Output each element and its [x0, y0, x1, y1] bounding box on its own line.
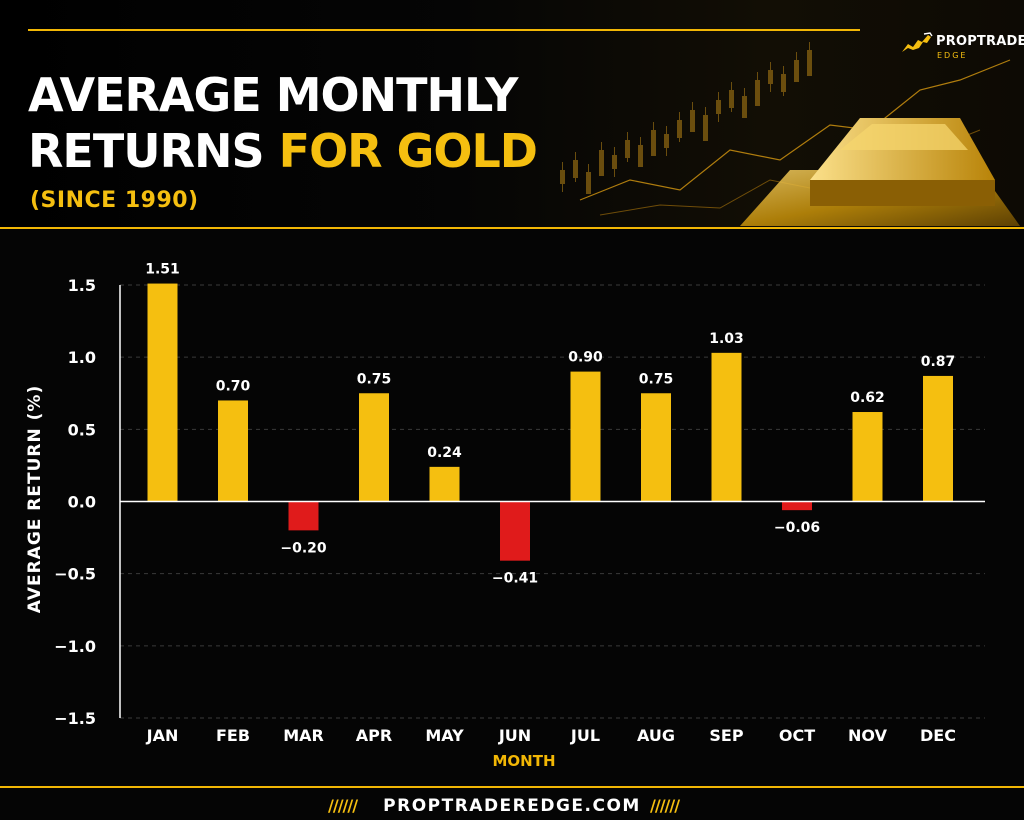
bull-icon	[902, 32, 933, 52]
y-tick-label: 1.0	[68, 348, 96, 367]
brand-logo: PROPTRADER EDGE	[900, 30, 1024, 70]
data-label: 0.62	[850, 390, 885, 406]
y-tick-label: 0.0	[68, 493, 96, 512]
y-tick-label: 1.5	[68, 276, 96, 295]
header-divider	[0, 227, 1024, 229]
data-label: 0.70	[216, 378, 251, 394]
x-tick-label: JUL	[570, 726, 600, 745]
x-axis-title: MONTH	[492, 752, 555, 770]
x-tick-label: JUN	[498, 726, 531, 745]
data-label: −0.41	[492, 571, 538, 587]
x-tick-label: MAR	[283, 726, 324, 745]
logo-subtitle: EDGE	[937, 51, 968, 60]
footer-divider	[0, 786, 1024, 788]
bar-mar	[288, 501, 319, 531]
x-tick-label: FEB	[216, 726, 250, 745]
x-tick-label: SEP	[709, 726, 743, 745]
y-tick-label: 0.5	[68, 420, 96, 439]
page-title-line-1: AVERAGE MONTHLY	[28, 68, 518, 122]
bar-may	[429, 466, 460, 502]
footer-decoration-left: //////	[328, 796, 358, 815]
data-label: 1.03	[709, 331, 744, 347]
data-label: 0.90	[568, 350, 603, 366]
y-axis-title: AVERAGE RETURN (%)	[25, 385, 45, 613]
y-tick-label: −0.5	[54, 565, 96, 584]
bar-jun	[500, 501, 530, 561]
page-title-white-part: RETURNS	[28, 124, 279, 178]
bar-jan	[147, 283, 178, 502]
bar-sep	[711, 352, 742, 502]
bar-chart: 1.5 1.0 0.5 0.0 −0.5 −1.0 −1.5 1.51 JAN 0.70 FEB −0…	[25, 262, 985, 770]
bar-oct	[782, 501, 812, 511]
x-tick-label: APR	[356, 726, 392, 745]
bar-feb	[218, 400, 248, 502]
x-tick-label: JAN	[146, 726, 179, 745]
footer-decoration-right: //////	[650, 796, 680, 815]
x-tick-label: OCT	[779, 726, 815, 745]
data-label: −0.06	[774, 520, 820, 536]
data-label: 0.75	[639, 371, 674, 387]
data-label: −0.20	[280, 540, 327, 556]
bar-apr	[359, 393, 389, 502]
x-tick-label: DEC	[920, 726, 956, 745]
page-title-line-2: RETURNS FOR GOLD	[28, 128, 538, 174]
data-label: 1.51	[145, 262, 180, 278]
y-tick-label: −1.0	[54, 637, 96, 656]
top-rule	[28, 29, 860, 31]
bar-aug	[641, 393, 671, 502]
data-label: 0.24	[427, 445, 462, 461]
bar-dec	[923, 375, 953, 502]
footer-website-link[interactable]: PROPTRADEREDGE.COM	[383, 796, 641, 816]
data-label: 0.87	[921, 354, 956, 370]
page-title-gold-part: FOR GOLD	[278, 124, 538, 178]
gold-bars-illustration	[560, 42, 1020, 226]
bar-nov	[852, 412, 883, 502]
logo-name: PROPTRADER	[936, 34, 1024, 49]
x-tick-label: MAY	[425, 726, 464, 745]
page-subtitle: (SINCE 1990)	[30, 188, 199, 213]
x-tick-label: NOV	[848, 726, 888, 745]
y-tick-label: −1.5	[54, 709, 96, 728]
x-tick-label: AUG	[637, 726, 675, 745]
data-label: 0.75	[357, 371, 392, 387]
bar-jul	[570, 371, 601, 502]
